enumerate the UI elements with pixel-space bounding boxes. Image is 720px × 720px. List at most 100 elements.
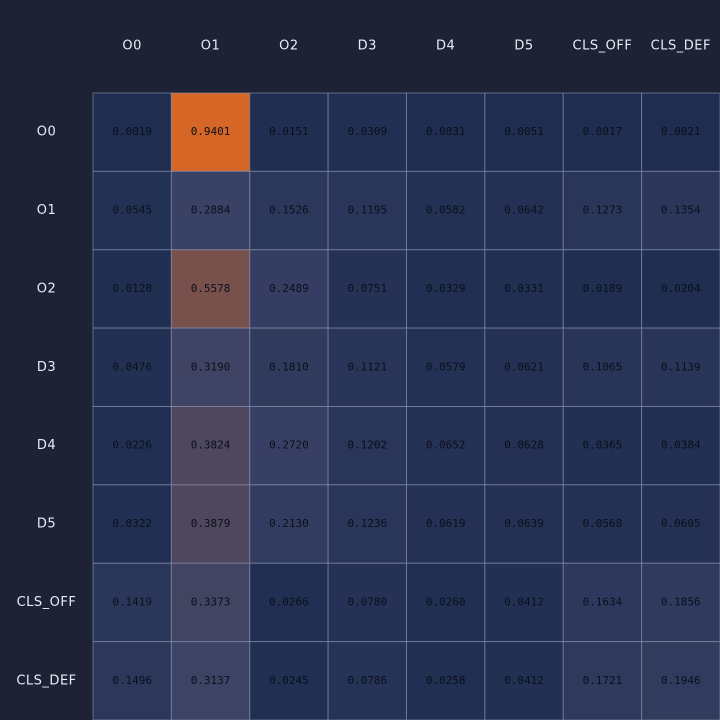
row-label: D3: [37, 360, 56, 375]
heatmap-cell: [170, 249, 251, 329]
cell-value-label: 0.0412: [504, 674, 544, 687]
heatmap-cell: [170, 92, 251, 172]
cell-value-label: 0.0642: [504, 204, 544, 217]
cell-value-label: 0.2130: [269, 517, 309, 530]
cell-value-label: 0.0786: [347, 674, 387, 687]
cell-value-label: 0.0619: [426, 517, 466, 530]
cell-value-label: 0.1065: [583, 360, 623, 373]
heatmap-cell: [406, 92, 486, 172]
cell-value-label: 0.0051: [504, 125, 544, 138]
cell-value-label: 0.3373: [191, 595, 231, 608]
cell-value-label: 0.0365: [583, 439, 623, 452]
heatmap-cell: [249, 484, 329, 564]
cell-value-label: 0.0582: [426, 204, 466, 217]
heatmap-cell: [641, 170, 720, 251]
cell-value-label: 0.3879: [191, 517, 231, 530]
column-label: D4: [436, 39, 455, 54]
heatmap-cell: [170, 170, 251, 251]
heatmap-cell: [406, 327, 486, 407]
heatmap-cell: [92, 562, 172, 643]
heatmap-cell: [562, 406, 643, 486]
heatmap-cell: [327, 92, 407, 172]
heatmap-cell: [249, 170, 329, 251]
cell-value-label: 0.0605: [661, 517, 701, 530]
heatmap-cell: [170, 327, 251, 407]
row-label: O0: [37, 125, 57, 140]
cell-value-label: 0.1721: [583, 674, 623, 687]
cell-value-label: 0.3137: [191, 674, 231, 687]
cell-value-label: 0.0260: [426, 595, 466, 608]
column-label: CLS_OFF: [573, 39, 633, 54]
cell-value-label: 0.0639: [504, 517, 544, 530]
cell-value-label: 0.0031: [426, 125, 466, 138]
heatmap-cell: [641, 641, 720, 720]
heatmap-cells: 0.0019 0.9401 0.0151 0.0309 0.0031 0.0051 0.00…: [92, 92, 720, 720]
column-label: O1: [201, 39, 221, 54]
cell-value-label: 0.0151: [269, 125, 309, 138]
heatmap-cell: [92, 641, 172, 720]
cell-value-label: 0.1236: [347, 517, 387, 530]
cell-value-label: 0.5578: [191, 282, 231, 295]
cell-value-label: 0.0266: [269, 595, 309, 608]
heatmap-cell: [92, 484, 172, 564]
cell-value-label: 0.0751: [347, 282, 387, 295]
heatmap-cell: [484, 641, 564, 720]
cell-value-label: 0.0780: [347, 595, 387, 608]
heatmap-cell: [406, 562, 486, 643]
heatmap-cell: [327, 641, 407, 720]
row-label: D4: [37, 438, 56, 453]
cell-value-label: 0.0628: [504, 439, 544, 452]
column-label: O2: [279, 39, 299, 54]
cell-value-label: 0.0128: [112, 282, 152, 295]
row-label: CLS_DEF: [16, 673, 76, 688]
cell-value-label: 0.0019: [112, 125, 152, 138]
cell-value-label: 0.0329: [426, 282, 466, 295]
column-label: CLS_DEF: [651, 39, 711, 54]
heatmap-cell: [406, 484, 486, 564]
heatmap-cell: [562, 170, 643, 251]
heatmap-cell: [641, 327, 720, 407]
cell-value-label: 0.0322: [112, 517, 152, 530]
cell-value-label: 0.0258: [426, 674, 466, 687]
column-label: D3: [358, 39, 377, 54]
heatmap-cell: [92, 327, 172, 407]
heatmap-cell: [327, 562, 407, 643]
cell-value-label: 0.1419: [112, 595, 152, 608]
cell-value-label: 0.0621: [504, 360, 544, 373]
heatmap-cell: [641, 406, 720, 486]
heatmap-cell: [92, 92, 172, 172]
row-label: CLS_OFF: [17, 595, 77, 610]
heatmap-cell: [170, 562, 251, 643]
heatmap-cell: [484, 327, 564, 407]
heatmap-cell: [406, 406, 486, 486]
heatmap-cell: [641, 562, 720, 643]
heatmap-cell: [562, 641, 643, 720]
cell-value-label: 0.0476: [112, 360, 152, 373]
cell-value-label: 0.3190: [191, 360, 231, 373]
heatmap-cell: [327, 249, 407, 329]
row-label: D5: [37, 517, 56, 532]
heatmap-cell: [249, 249, 329, 329]
heatmap-cell: [484, 249, 564, 329]
heatmap-cell: [406, 249, 486, 329]
cell-value-label: 0.1139: [661, 360, 701, 373]
cell-value-label: 0.3824: [191, 439, 231, 452]
column-label: O0: [122, 39, 142, 54]
cell-value-label: 0.1856: [661, 595, 701, 608]
cell-value-label: 0.0226: [112, 439, 152, 452]
cell-value-label: 0.0204: [661, 282, 701, 295]
cell-value-label: 0.1273: [583, 204, 623, 217]
cell-value-label: 0.1496: [112, 674, 152, 687]
heatmap-cell: [327, 170, 407, 251]
heatmap-cell: [641, 92, 720, 172]
cell-value-label: 0.1946: [661, 674, 701, 687]
cell-value-label: 0.0652: [426, 439, 466, 452]
heatmap-cell: [562, 249, 643, 329]
cell-value-label: 0.1526: [269, 204, 309, 217]
cell-value-label: 0.1634: [583, 595, 623, 608]
heatmap-cell: [484, 92, 564, 172]
cell-value-label: 0.0309: [347, 125, 387, 138]
cell-value-label: 0.2884: [191, 204, 231, 217]
cell-value-label: 0.0021: [661, 125, 701, 138]
heatmap-cell: [484, 562, 564, 643]
